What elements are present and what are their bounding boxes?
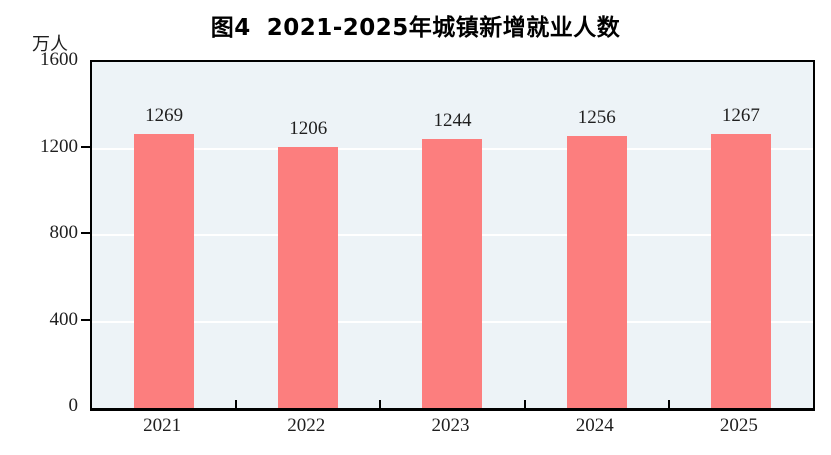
- chart-title-prefix: 图4: [210, 15, 251, 41]
- bar-group-2021: 1269: [92, 62, 236, 408]
- x-axis-label-2025: 2025: [719, 415, 758, 436]
- plot-area: 1269 1206 1244 1256 1267: [90, 60, 815, 411]
- bar-2021: [134, 133, 195, 408]
- bar-value-label-2021: 1269: [145, 104, 184, 126]
- chart-title-text: 2021-2025年城镇新增就业人数: [266, 15, 621, 41]
- y-axis-tick-mark-800: [81, 232, 90, 234]
- x-axis-label-2021: 2021: [143, 415, 182, 436]
- x-axis-tick-mark: [667, 400, 670, 408]
- bar-group-2025: 1267: [669, 62, 813, 408]
- bar-group-2022: 1206: [236, 62, 380, 408]
- bar-value-label-2023: 1244: [433, 110, 472, 131]
- bar-value-label-2022: 1206: [289, 118, 328, 140]
- x-axis-label-2024: 2024: [575, 415, 614, 436]
- y-axis-tick-mark-400: [81, 318, 90, 321]
- y-axis-tick-label-0: 0: [68, 395, 79, 416]
- y-axis-tick-label-800: 800: [49, 222, 79, 243]
- bar-group-2024: 1256: [525, 62, 669, 408]
- bar-2025: [710, 134, 771, 408]
- x-axis-tick-mark: [379, 400, 382, 408]
- y-axis-tick-label-1600: 1600: [40, 49, 78, 70]
- y-axis-tick-label-1200: 1200: [40, 135, 78, 157]
- y-axis-unit-label: 万人: [32, 34, 68, 54]
- bar-value-label-2024: 1256: [577, 107, 616, 129]
- bar-value-label-2025: 1267: [721, 105, 760, 127]
- x-axis-label-2023: 2023: [431, 415, 470, 436]
- x-axis-tick-mark: [235, 400, 238, 408]
- y-axis-tick-label-400: 400: [49, 308, 79, 330]
- bar-2022: [278, 147, 339, 408]
- x-axis-tick-mark: [523, 400, 526, 408]
- x-axis-label-2022: 2022: [287, 415, 326, 436]
- y-axis-tick-mark-1200: [81, 145, 90, 148]
- chart-title: 图4 2021-2025年城镇新增就业人数: [0, 8, 831, 42]
- x-axis-tick-labels: 2021 2022 2023 2024 2025: [90, 415, 811, 441]
- bar-2023: [422, 139, 483, 408]
- bar-group-2023: 1244: [380, 62, 524, 408]
- bar-2024: [566, 136, 627, 408]
